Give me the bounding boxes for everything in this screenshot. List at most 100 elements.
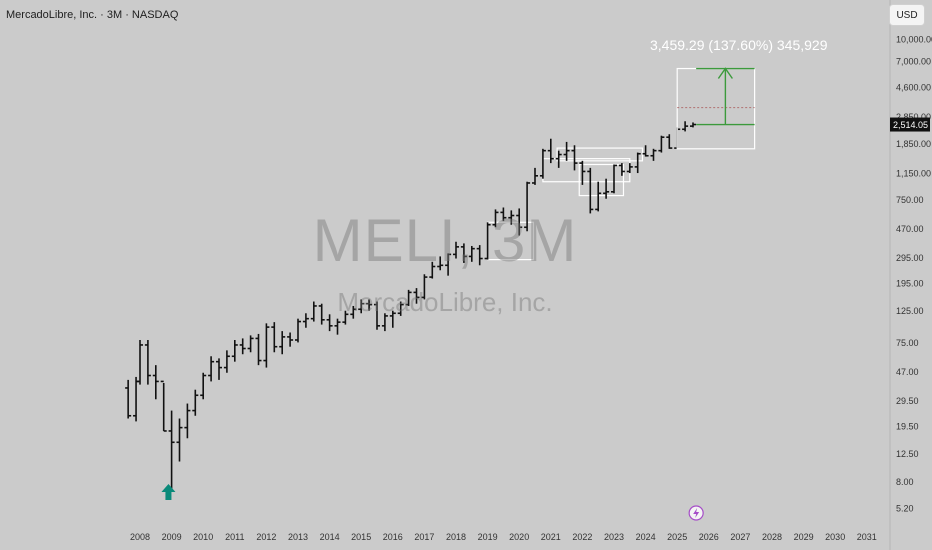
ohlc-bar [405,289,412,306]
ohlc-bar [658,135,665,153]
ohlc-bar [216,358,222,380]
ohlc-bar [192,389,199,416]
ohlc-bar [508,210,515,225]
x-tick-label: 2010 [193,532,213,542]
ohlc-bar [137,339,143,385]
price-axis: 10,000.00 7,000.00 4,600.00 2,850.00 1,850.0… [890,34,932,514]
ohlc-bar [516,208,523,236]
ohlc-bar [539,148,546,179]
y-tick-label: 2,850.00 [896,112,931,122]
ohlc-bar [445,253,452,276]
y-tick-label: 195.00 [896,279,924,289]
ohlc-bar [381,313,388,332]
ohlc-bar [350,305,357,319]
ohlc-bar [603,178,610,199]
event-bolt [693,508,700,518]
y-tick-label: 12.50 [896,449,919,459]
symbol-title: MercadoLibre, Inc. · 3M · NASDAQ [6,9,179,21]
current-price-value: 2,514.05 [893,120,928,130]
ohlc-bar [152,365,159,400]
ohlc-bar [366,299,373,311]
measure-arrow-head [717,67,733,79]
x-tick-label: 2015 [351,532,371,542]
ohlc-bar [176,418,183,462]
ohlc-bar [460,243,467,263]
ohlc-bars [125,121,696,490]
watermark-ticker: MELI, 3M [312,207,578,274]
x-tick-label: 2027 [730,532,750,542]
x-tick-label: 2031 [857,532,877,542]
y-tick-label: 10,000.00 [896,34,932,44]
y-tick-label: 8.00 [896,477,914,487]
ohlc-bar [160,380,167,432]
x-tick-label: 2016 [383,532,403,542]
lightning-icon[interactable] [688,505,704,521]
y-tick-label: 1,850.00 [896,139,931,149]
ohlc-bar [547,138,554,164]
ohlc-bar [579,160,586,185]
y-tick-label: 47.00 [896,367,919,377]
ohlc-bar [279,331,286,355]
x-tick-label: 2021 [541,532,561,542]
measure-tool [676,67,756,150]
ohlc-bar [263,323,270,368]
ohlc-bar [555,150,562,168]
ohlc-bar [239,338,246,355]
y-tick-label: 4,600.00 [896,83,931,93]
ohlc-bar [666,134,673,149]
ohlc-bar [326,314,333,332]
ohlc-bar [184,403,191,439]
ohlc-bar [492,209,499,228]
up-arrow-icon [161,484,176,500]
ohlc-bar [310,301,317,322]
ohlc-bar [500,207,507,222]
ohlc-bar [223,350,230,373]
ohlc-bar [342,310,349,325]
watermark-name: MercadoLibre, Inc. [337,287,553,317]
zone-box [578,163,625,197]
y-tick-label: 125.00 [896,306,924,316]
ohlc-bar [397,301,404,316]
time-axis: 2008 2009 2010 2011 2012 2013 2014 2015 2016 2017… [130,532,877,542]
y-tick-label: 7,000.00 [896,57,931,67]
ohlc-bar [144,339,151,385]
ohlc-bar [374,301,380,330]
ohlc-bar [650,148,657,161]
ohlc-bar [208,356,215,382]
x-tick-label: 2020 [509,532,529,542]
ohlc-bar [618,163,625,176]
ohlc-bar [413,288,420,304]
ohlc-bar [200,372,207,400]
ohlc-bar [437,256,444,271]
ohlc-bar [429,261,436,279]
x-tick-label: 2022 [572,532,592,542]
ohlc-bar [626,163,633,174]
ohlc-bar [255,333,262,366]
ohlc-bar [484,222,491,260]
y-tick-label: 19.50 [896,421,919,431]
ohlc-bar [453,241,459,259]
x-tick-label: 2018 [446,532,466,542]
chart-markers [161,484,704,521]
current-price-tag [890,117,930,132]
ohlc-bar [247,335,254,353]
ohlc-bar [468,245,475,262]
y-tick-label: 29.50 [896,396,919,406]
x-tick-label: 2028 [762,532,782,542]
ohlc-bar [611,164,617,194]
ohlc-bar [295,318,301,343]
zone-box [556,147,644,162]
measure-label: 3,459.29 (137.60%) 345,929 [650,37,828,53]
x-tick-label: 2026 [699,532,719,542]
ohlc-bar [421,274,428,300]
ohlc-bar [168,410,175,490]
ohlc-bar [125,379,132,419]
x-tick-label: 2019 [478,532,498,542]
currency-button[interactable]: USD [889,4,925,26]
y-tick-label: 1,150.00 [896,169,931,179]
ohlc-bar [334,318,341,335]
ohlc-bar [389,310,396,328]
y-tick-label: 295.00 [896,253,924,263]
